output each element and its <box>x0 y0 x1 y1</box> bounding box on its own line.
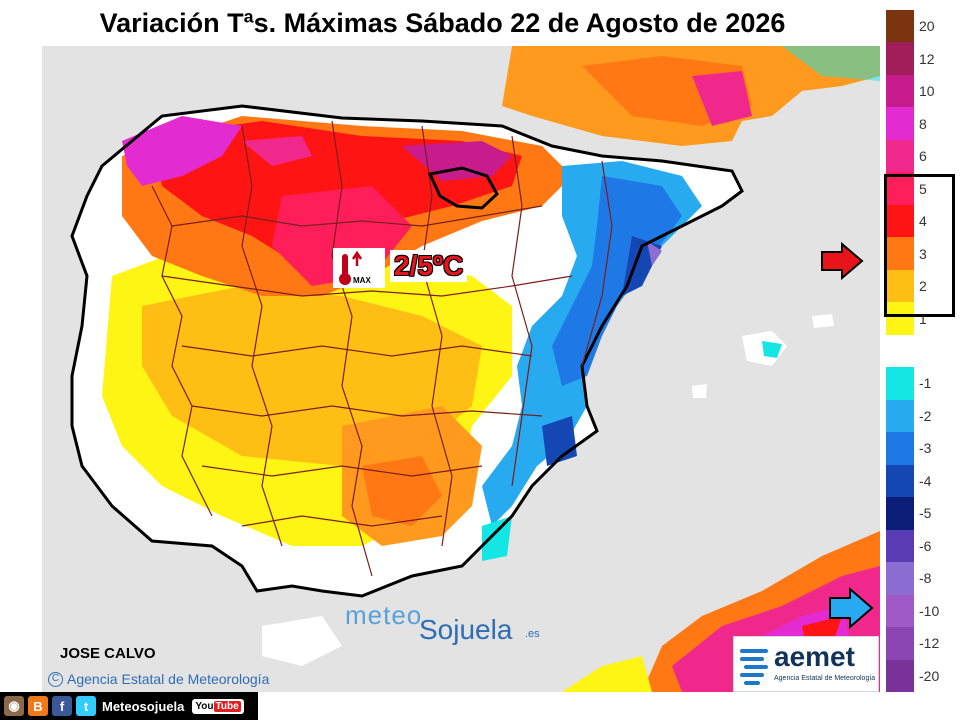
legend-swatch <box>886 432 914 466</box>
aemet-swirl-icon <box>740 649 768 685</box>
credit-text: Agencia Estatal de Meteorología <box>67 671 270 687</box>
legend-label: -8 <box>919 570 932 587</box>
twitter-icon[interactable]: t <box>76 696 96 716</box>
youtube-tube: Tube <box>213 700 241 712</box>
legend-swatch <box>886 594 914 628</box>
thermometer-max-up-icon <box>339 250 363 285</box>
legend-label: 20 <box>919 18 935 35</box>
legend-label: -1 <box>919 375 932 392</box>
legend-swatch <box>886 627 914 661</box>
legend-swatch <box>886 334 914 368</box>
blue-arrow-icon <box>829 586 874 630</box>
temp-icon-box: MAX <box>333 248 385 288</box>
legend-swatch <box>886 107 914 141</box>
legend-swatch <box>886 497 914 531</box>
legend-highlight-box <box>884 174 955 317</box>
social-handle[interactable]: Meteosojuela <box>102 698 185 714</box>
copyright-credit: C Agencia Estatal de Meteorología <box>48 671 269 687</box>
legend-label: -12 <box>919 635 940 652</box>
legend-label: -3 <box>919 440 932 457</box>
legend-label: 3 <box>919 245 927 262</box>
map-graphic <box>42 46 880 692</box>
legend-swatch <box>886 529 914 563</box>
legend-label: -20 <box>919 667 940 684</box>
legend-label: 6 <box>919 148 927 165</box>
facebook-icon[interactable]: f <box>52 696 72 716</box>
legend-label: -6 <box>919 537 932 554</box>
social-bar: ◉ B f t Meteosojuela You Tube <box>0 692 258 720</box>
legend-label: -10 <box>919 602 940 619</box>
legend-label: -4 <box>919 472 932 489</box>
blogger-icon[interactable]: B <box>28 696 48 716</box>
legend-swatch <box>886 10 914 43</box>
author-name: JOSE CALVO <box>60 645 156 662</box>
instagram-icon[interactable]: ◉ <box>4 696 24 716</box>
aemet-logo: aemet Agencia Estatal de Meteorología <box>733 636 879 692</box>
youtube-icon[interactable]: You Tube <box>192 698 244 714</box>
legend-swatch <box>886 42 914 76</box>
legend-swatch <box>886 237 914 271</box>
legend-swatch <box>886 367 914 401</box>
legend-swatch <box>886 204 914 238</box>
legend-label: 4 <box>919 213 927 230</box>
temperature-range-label: 2/5ºC <box>390 250 468 282</box>
map-title: Variación Tªs. Máximas Sábado 22 de Agos… <box>99 7 786 38</box>
watermark-sojuela: Sojuela <box>419 614 513 645</box>
legend-label: 5 <box>919 180 927 197</box>
legend-swatch <box>886 139 914 173</box>
legend-swatch <box>886 659 914 693</box>
aemet-subtitle: Agencia Estatal de Meteorología <box>774 675 876 682</box>
legend-swatch <box>886 399 914 433</box>
legend-label: 10 <box>919 83 935 100</box>
copyright-icon: C <box>48 671 63 687</box>
temperature-variation-map <box>42 46 880 692</box>
legend-label: 2 <box>919 278 927 295</box>
legend-label: 8 <box>919 115 927 132</box>
meteosojuela-watermark: meteo Sojuela .es <box>345 600 540 645</box>
legend-label: -2 <box>919 407 932 424</box>
legend-label: 12 <box>919 50 935 67</box>
aemet-name: aemet <box>774 641 855 672</box>
legend-swatch <box>886 74 914 108</box>
youtube-you: You <box>195 700 214 712</box>
legend-swatch <box>886 172 914 206</box>
watermark-suffix: .es <box>525 628 540 640</box>
watermark-meteo: meteo <box>345 600 423 630</box>
legend-label: -5 <box>919 505 932 522</box>
max-caption: MAX <box>353 276 371 285</box>
color-legend: 20 12 10 8 6 5 4 3 2 1 -1 -2 -3 -4 -5 -6 -8 -10 -12 -20 <box>886 10 960 693</box>
red-arrow-icon <box>821 242 864 280</box>
legend-swatch <box>886 269 914 303</box>
legend-label: 1 <box>919 310 927 327</box>
legend-swatch <box>886 464 914 498</box>
legend-swatch <box>886 302 914 336</box>
legend-swatch <box>886 562 914 596</box>
